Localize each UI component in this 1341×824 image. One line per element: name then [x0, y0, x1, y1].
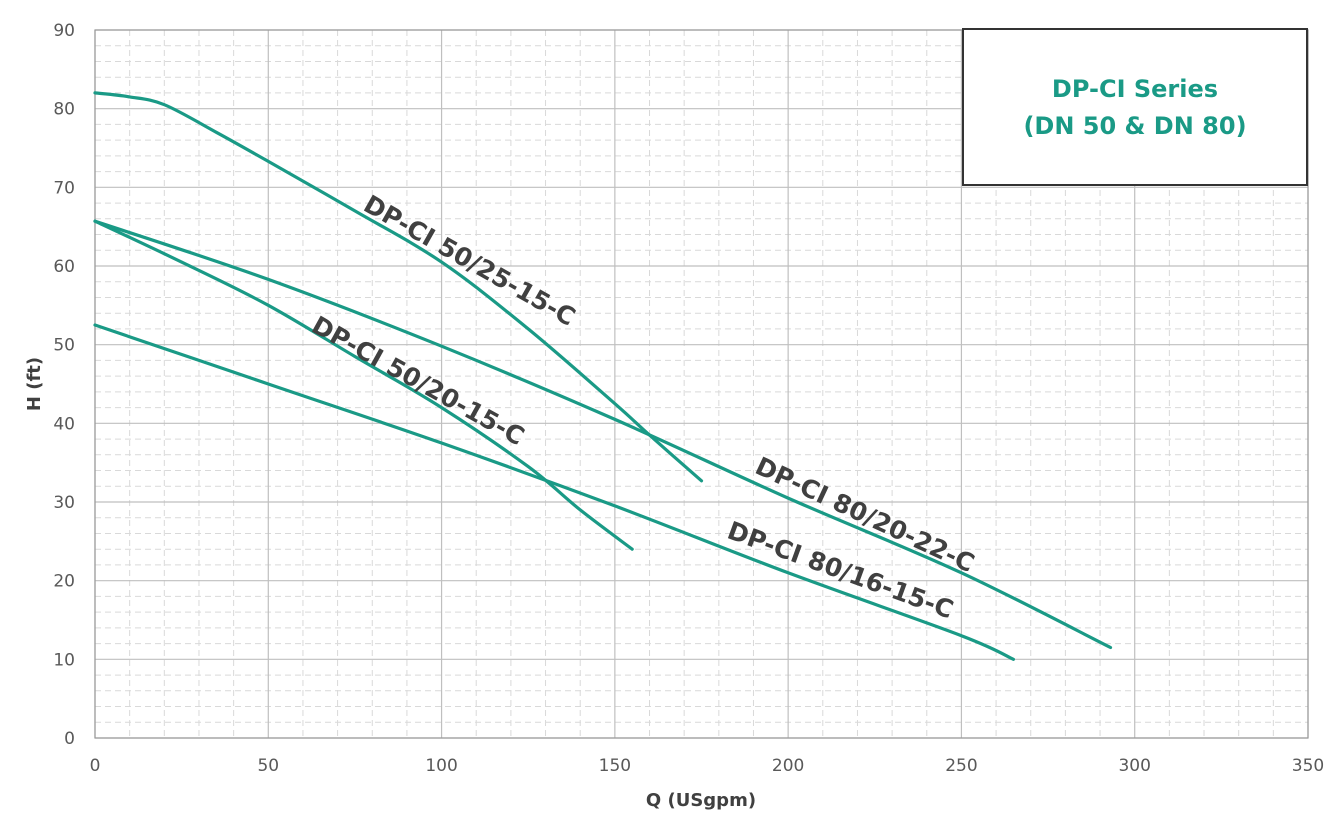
plot-frame — [94, 29, 1309, 739]
x-tick-label: 0 — [90, 756, 101, 776]
x-tick-label: 50 — [257, 756, 279, 776]
x-tick-label: 250 — [945, 756, 977, 776]
y-axis-title: H (ft) — [24, 357, 45, 411]
x-tick-label: 350 — [1292, 756, 1324, 776]
y-tick-label: 40 — [53, 414, 75, 434]
pump-curve-line — [93, 219, 1113, 650]
pump-curve-line — [93, 323, 1015, 661]
plot-border — [94, 29, 1309, 739]
info-box-frame — [962, 28, 1308, 186]
x-tick-label: 200 — [772, 756, 804, 776]
curve-label: DP-CI 50/20-15-C — [307, 310, 529, 451]
pump-curve-line — [93, 219, 634, 551]
x-tick-label: 150 — [599, 756, 631, 776]
series-info-box: DP-CI Series (DN 50 & DN 80) — [962, 28, 1308, 186]
y-tick-label: 60 — [53, 257, 75, 277]
x-tick-label: 300 — [1118, 756, 1150, 776]
x-tick-label: 100 — [425, 756, 457, 776]
info-box-title-line-1: DP-CI Series — [1052, 75, 1218, 103]
y-tick-label: 50 — [53, 336, 75, 356]
y-tick-label: 90 — [53, 21, 75, 41]
y-tick-label: 10 — [53, 650, 75, 670]
y-tick-label: 80 — [53, 100, 75, 120]
y-tick-label: 30 — [53, 493, 75, 513]
y-axis-ticks: 0 10 20 30 40 50 60 70 80 90 — [53, 21, 75, 749]
y-tick-label: 70 — [53, 178, 75, 198]
y-tick-label: 0 — [64, 729, 75, 749]
curve-label: DP-CI 50/25-15-C — [359, 189, 580, 331]
x-axis-ticks: 0 50 100 150 200 250 300 350 — [90, 756, 1325, 776]
info-box-title-line-2: (DN 50 & DN 80) — [1023, 112, 1246, 140]
pump-curves — [93, 91, 1113, 661]
x-axis-title: Q (USgpm) — [646, 790, 756, 811]
y-tick-label: 20 — [53, 572, 75, 592]
pump-curve-line — [93, 91, 704, 483]
curve-labels: DP-CI 50/25-15-CDP-CI 50/20-15-CDP-CI 80… — [307, 189, 979, 624]
